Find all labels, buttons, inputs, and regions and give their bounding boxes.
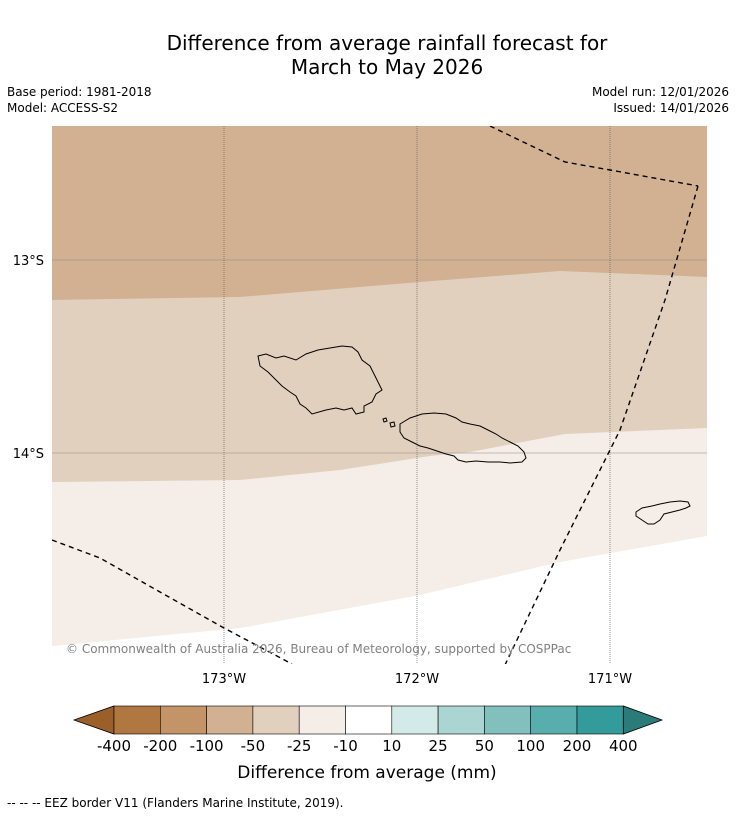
colorbar-tick-label: 25 [429,737,448,755]
colorbar-tick-label: -200 [143,737,177,755]
meta-right: Model run: 12/01/2026 Issued: 14/01/2026 [592,84,729,116]
colorbar-tick-label: 200 [563,737,592,755]
map-title: Difference from average rainfall forecas… [0,31,736,79]
lon-labels: 173°W 172°W 171°W [202,672,632,687]
colorbar-segment [484,705,531,735]
colorbar-tick-label: -100 [190,737,224,755]
colorbar-segment [298,705,346,735]
eez-border-north [489,126,699,187]
colorbar-label: Difference from average (mm) [237,763,496,783]
lat-label-13s: 13°S [13,254,44,269]
graticule [52,259,707,454]
tutuila-island [635,500,691,525]
zone-minus50-to-minus25 [52,126,707,482]
colorbar-tick-label: 400 [609,737,638,755]
zone-white [52,126,707,664]
colorbar-tick-label: 50 [475,737,494,755]
lat-label-14s: 14°S [13,447,44,462]
issued-date: Issued: 14/01/2026 [613,101,729,115]
title-line-2: March to May 2026 [290,55,484,79]
model-name: Model: ACCESS-S2 [7,101,119,115]
colorbar-ticks: -400 -200 -100 -50 -25 -10 10 25 50 100 200 400 [97,737,638,755]
eez-border-southwest [52,539,293,664]
colorbar-tick-label: -50 [241,737,266,755]
colorbar-tick-label: 100 [516,737,545,755]
colorbar-segment [113,705,161,735]
eez-border-east [504,185,699,664]
zone-minus25-to-minus10 [52,126,707,646]
colorbar-tick-label: -10 [333,737,358,755]
colorbar-segment [437,705,485,735]
eez-borders [52,126,699,664]
colorbar-segment [160,705,207,735]
meta-left: Base period: 1981-2018 Model: ACCESS-S2 [7,84,152,116]
lon-label-173w: 173°W [202,672,246,687]
upolu-island [399,412,527,464]
colorbar-segment [345,705,393,735]
lon-label-172w: 172°W [395,672,439,687]
colorbar-tick-label: -25 [287,737,312,755]
islands [257,345,691,525]
meridians [223,126,611,664]
savaii-island [257,345,383,415]
manono-islet [382,417,388,423]
base-period: Base period: 1981-2018 [7,85,152,99]
model-run: Model run: 12/01/2026 [591,85,729,99]
colorbar-segment [252,705,300,735]
lat-labels: 13°S 14°S [13,254,44,462]
colorbar-segment [391,705,439,735]
colorbar-segment [206,705,254,735]
lon-label-171w: 171°W [588,672,632,687]
colorbar-tick-label: 10 [382,737,401,755]
colorbar-extend-high [622,705,664,735]
colorbar-extend-low [72,705,115,735]
colorbar [72,705,664,735]
colorbar-segment [576,705,624,735]
eez-legend-note: -- -- -- EEZ border V11 (Flanders Marine… [7,796,344,810]
copyright-text: © Commonwealth of Australia 2026, Bureau… [66,642,571,656]
colorbar-tick-label: -400 [97,737,131,755]
zone-minus100-to-minus50 [52,126,707,300]
map-area [52,126,707,664]
colorbar-segment [530,705,578,735]
apolima-islet [389,421,396,428]
title-line-1: Difference from average rainfall forecas… [166,31,608,55]
